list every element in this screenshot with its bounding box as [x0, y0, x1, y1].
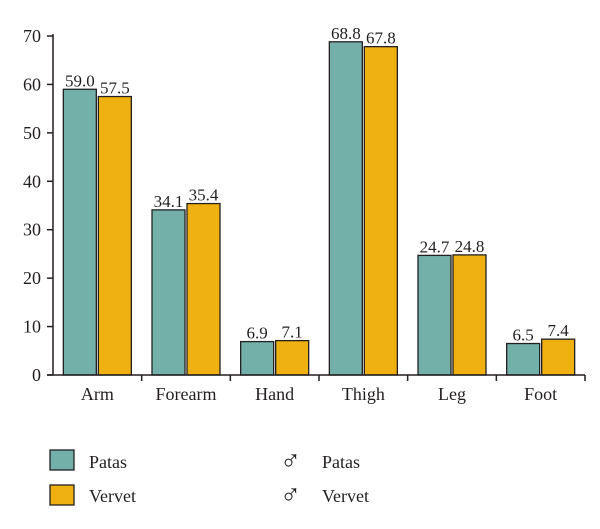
x-category-label-forearm: Forearm [156, 384, 217, 404]
bars [62, 41, 576, 376]
bar-patas-hand [240, 340, 275, 376]
data-label-patas-forearm: 34.1 [154, 192, 184, 211]
data-label-vervet-forearm: 35.4 [189, 186, 219, 205]
data-label-vervet-leg: 24.8 [455, 237, 485, 256]
male-symbol-icon: ♂ [280, 446, 301, 477]
male-symbol-icon: ♂ [280, 480, 301, 511]
data-label-vervet-arm: 57.5 [100, 79, 130, 98]
bar-vervet-foot [541, 338, 576, 376]
x-category-label-thigh: Thigh [342, 384, 385, 404]
bar-patas-arm [62, 88, 97, 376]
data-label-patas-leg: 24.7 [420, 237, 450, 256]
data-label-patas-foot: 6.5 [513, 326, 534, 345]
y-tick-label: 10 [23, 317, 41, 337]
legend-label-patas: Patas [89, 452, 127, 472]
legend-label-vervet-male: Vervet [322, 486, 369, 506]
x-category-label-arm: Arm [81, 384, 114, 404]
data-label-vervet-thigh: 67.8 [366, 29, 396, 48]
bar-vervet-hand [275, 339, 310, 376]
data-label-patas-hand: 6.9 [247, 324, 268, 343]
bar-vervet-arm [97, 95, 132, 376]
y-tick-label: 40 [23, 171, 41, 191]
y-tick-label: 60 [23, 74, 41, 94]
bar-vervet-thigh [363, 46, 398, 376]
y-tick-label: 20 [23, 268, 41, 288]
y-tick-label: 50 [23, 123, 41, 143]
data-labels: 59.0 57.5 34.1 35.4 6.9 7.1 68.8 67.8 24.7 24.8 6.… [65, 24, 569, 345]
legend-swatch-vervet [49, 484, 75, 506]
y-tick-label: 70 [23, 26, 41, 46]
y-tick-label: 0 [32, 365, 41, 385]
data-label-vervet-hand: 7.1 [282, 323, 303, 342]
x-category-label-leg: Leg [438, 384, 466, 404]
legend: Patas Vervet ♂ Patas ♂ Vervet [49, 446, 369, 511]
bar-vervet-leg [452, 254, 487, 376]
legend-swatch-patas [49, 449, 75, 471]
x-axis: Arm Forearm Hand Thigh Leg Foot [47, 374, 586, 404]
y-tick-label: 30 [23, 220, 41, 240]
data-label-patas-thigh: 68.8 [331, 24, 361, 43]
bar-patas-foot [506, 342, 541, 376]
legend-label-vervet: Vervet [89, 486, 136, 506]
x-category-label-foot: Foot [524, 384, 557, 404]
data-label-patas-arm: 59.0 [65, 71, 95, 90]
bar-patas-forearm [151, 209, 186, 376]
y-axis: 0 10 20 30 40 50 60 70 [23, 26, 54, 385]
data-label-vervet-foot: 7.4 [548, 321, 570, 340]
bar-vervet-forearm [186, 202, 221, 376]
bar-patas-thigh [328, 41, 363, 376]
legend-label-patas-male: Patas [322, 452, 360, 472]
x-category-label-hand: Hand [255, 384, 294, 404]
bar-patas-leg [417, 254, 452, 376]
